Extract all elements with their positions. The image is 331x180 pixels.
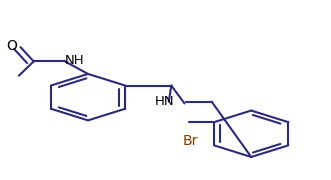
Text: O: O — [6, 39, 17, 53]
Text: Br: Br — [182, 134, 198, 148]
Text: NH: NH — [65, 54, 85, 67]
Text: HN: HN — [155, 94, 175, 108]
